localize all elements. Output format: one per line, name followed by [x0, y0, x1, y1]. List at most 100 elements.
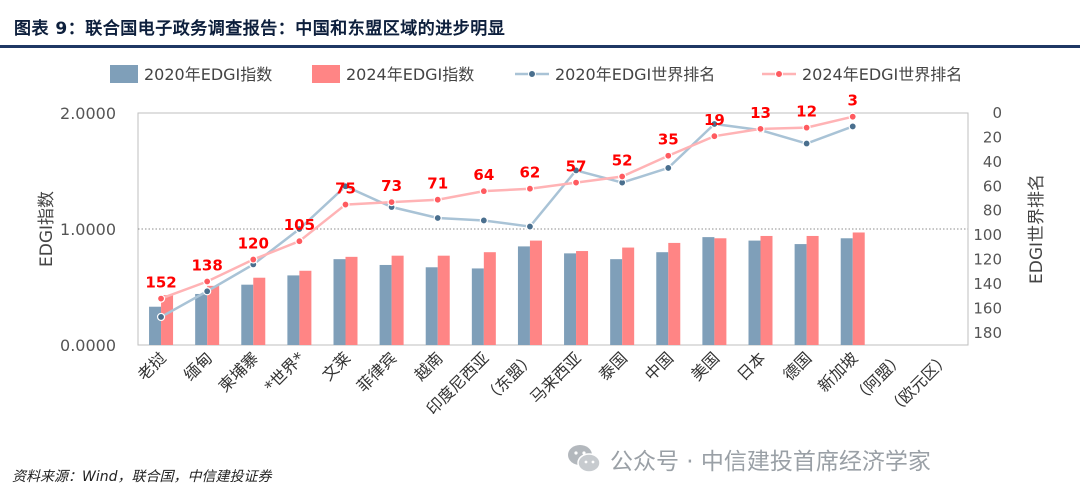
point-2020-rank	[848, 122, 857, 131]
header-rule	[0, 45, 1080, 48]
bar-2020	[610, 259, 623, 345]
bar-2024	[668, 242, 681, 345]
bar-2024	[714, 238, 727, 345]
point-2024-rank	[664, 151, 673, 160]
bar-2020	[656, 252, 669, 345]
x-category-label: 日本	[733, 348, 769, 384]
legend-label: 2024年EDGI指数	[346, 65, 474, 84]
bar-2020	[149, 306, 162, 345]
bar-2024	[622, 247, 635, 345]
legend-label: 2024年EDGI世界排名	[802, 65, 962, 84]
legend-swatch	[110, 65, 138, 83]
y2-tick-label: 40	[983, 153, 1002, 171]
bar-2024	[345, 256, 358, 345]
rank-data-label: 57	[566, 158, 587, 176]
y2-tick-label: 0	[992, 104, 1002, 122]
point-2024-rank	[203, 277, 212, 286]
line-2024-rank	[160, 115, 854, 300]
rank-data-label: 12	[796, 103, 817, 121]
point-2024-rank	[479, 187, 488, 196]
point-2020-rank	[156, 312, 166, 322]
point-2024-rank	[387, 198, 396, 207]
x-category-label: 文莱	[318, 348, 354, 384]
rank-data-label: 52	[612, 151, 633, 169]
bar-2024	[437, 255, 450, 345]
x-category-label: 柬埔寨	[215, 348, 262, 395]
watermark-text: 公众号 · 中信建投首席经济学家	[610, 449, 931, 475]
bar-2020	[748, 240, 761, 345]
x-category-label: 老挝	[134, 348, 170, 384]
point-2020-rank	[802, 139, 811, 148]
bar-2020	[517, 246, 530, 345]
point-2024-rank	[156, 294, 166, 303]
figure-title: 图表 9：联合国电子政务调查报告：中国和东盟区域的进步明显	[14, 19, 506, 39]
point-2020-rank	[295, 224, 304, 234]
rank-data-label: 35	[658, 131, 679, 149]
y-tick-label: 2.0000	[60, 104, 116, 123]
rank-data-label: 13	[750, 104, 771, 122]
point-2020-rank	[341, 182, 350, 191]
legend-label: 2020年EDGI世界排名	[555, 65, 715, 84]
x-category-label: 美国	[687, 348, 723, 384]
y-axis-title: EDGI指数	[37, 191, 57, 267]
legend-label: 2020年EDGI指数	[144, 65, 272, 84]
y2-tick-label: 160	[973, 299, 1002, 317]
bar-2020	[241, 284, 254, 345]
y2-tick-label: 20	[983, 128, 1002, 146]
bar-2024	[207, 285, 220, 345]
watermark: 公众号 · 中信建投首席经济学家	[566, 442, 931, 476]
bar-2024	[253, 277, 266, 345]
rank-data-label: 19	[704, 111, 725, 129]
rank-data-label: 152	[145, 274, 176, 292]
point-2024-rank	[710, 132, 719, 141]
point-2020-rank	[479, 216, 488, 225]
x-category-label: 菲律宾	[353, 348, 400, 395]
bar-2020	[379, 264, 392, 345]
rank-data-label: 75	[335, 180, 356, 198]
x-category-label: 德国	[779, 348, 815, 384]
point-2020-rank	[525, 222, 535, 231]
bar-2024	[161, 295, 174, 345]
edgi-chart: 0.0000 1.0000 2.0000 0 20 40 60 80 100 120 140 160 1…	[37, 65, 1047, 418]
source-note: 资料来源：Wind，联合国，中信建投证券	[12, 469, 272, 485]
rank-data-label: 64	[473, 166, 494, 184]
bar-2024	[852, 232, 865, 345]
legend-marker	[528, 70, 536, 78]
y-tick-label: 0.0000	[60, 336, 116, 355]
bar-2024	[760, 235, 773, 345]
point-2020-rank	[710, 119, 719, 129]
point-2024-rank	[295, 237, 304, 246]
y2-tick-label: 140	[973, 275, 1002, 293]
bar-2020	[564, 253, 577, 345]
legend-swatch	[312, 65, 340, 83]
y2-tick-label: 80	[983, 202, 1002, 220]
x-category-label: 中国	[641, 348, 677, 384]
point-2024-rank	[848, 112, 857, 121]
point-2020-rank	[571, 166, 581, 175]
rank-data-label: 73	[381, 177, 402, 195]
rank-data-label: 62	[520, 164, 541, 182]
y2-tick-label: 100	[973, 226, 1002, 244]
point-2024-rank	[756, 124, 765, 133]
bar-2020	[794, 244, 807, 345]
y-tick-label: 1.0000	[60, 220, 116, 239]
point-2024-rank	[618, 172, 627, 181]
bar-2024	[806, 235, 819, 345]
bar-2024	[391, 255, 404, 345]
rank-data-label: 71	[427, 175, 448, 193]
wechat-icon	[568, 445, 601, 473]
rank-data-label: 120	[238, 235, 269, 253]
x-category-label: 泰国	[595, 348, 631, 384]
point-2020-rank	[203, 287, 212, 296]
bar-2024	[299, 270, 312, 345]
x-category-label: *世界*	[261, 348, 308, 395]
y2-tick-label: 60	[983, 177, 1002, 195]
bar-2024	[483, 252, 496, 345]
point-2020-rank	[664, 163, 673, 173]
bar-2020	[287, 275, 300, 345]
bar-2020	[702, 237, 715, 345]
rank-data-label: 105	[284, 216, 315, 234]
bar-2020	[471, 268, 484, 345]
point-2024-rank	[802, 123, 811, 132]
rank-data-label: 138	[192, 257, 223, 275]
